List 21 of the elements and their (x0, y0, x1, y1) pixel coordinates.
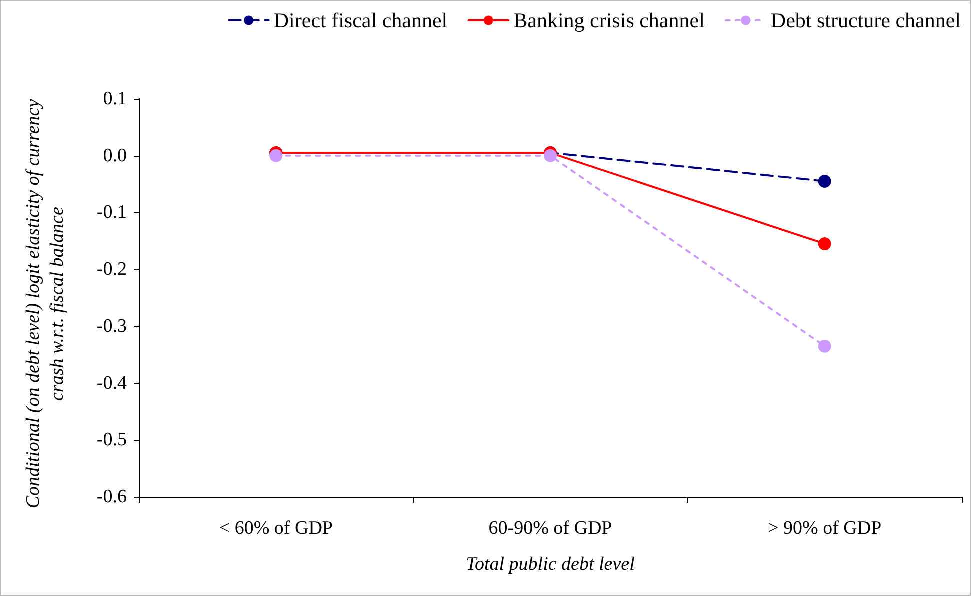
point (818, 340, 832, 353)
point (818, 237, 832, 250)
legend-label: Direct fiscal channel (274, 8, 448, 32)
point (544, 149, 557, 162)
y-tick-label: -0.2 (96, 259, 127, 280)
x-axis-title: Total public debt level (466, 554, 635, 575)
legend-label: Banking crisis channel (514, 8, 706, 32)
y-tick-label: 0.1 (103, 88, 127, 110)
x-tick-label: > 90% of GDP (768, 518, 882, 539)
y-tick-label: -0.6 (96, 486, 127, 508)
point (818, 174, 832, 188)
y-tick-label: -0.1 (96, 202, 127, 224)
y-tick-label: 0.0 (103, 145, 127, 166)
y-tick-label: -0.5 (96, 430, 127, 451)
x-tick-label: < 60% of GDP (219, 518, 333, 539)
y-tick-label: -0.3 (96, 316, 127, 337)
legend-label: Debt structure channel (770, 8, 962, 32)
y-axis-title: Conditional (on debt level) logit elasticity of currency crash w.r.t. fiscal balance (22, 98, 69, 511)
point (270, 149, 283, 162)
y-tick-label: -0.4 (96, 372, 128, 394)
x-tick-label: 60-90% of GDP (488, 518, 612, 539)
